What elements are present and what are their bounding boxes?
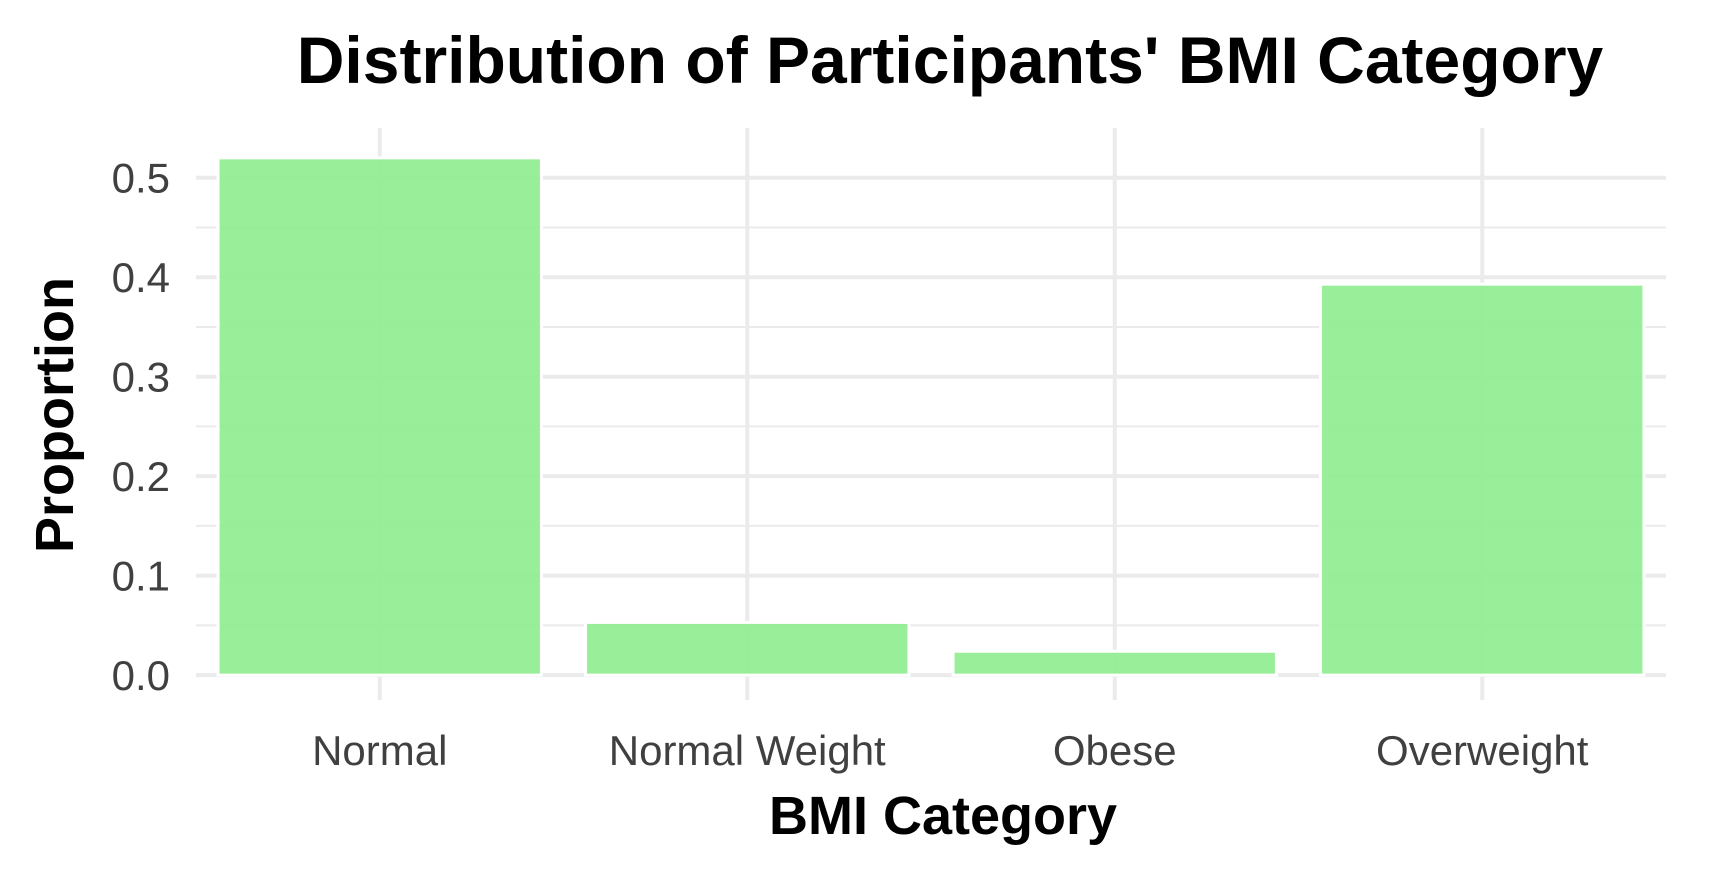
y-tick-label: 0.1 (112, 553, 170, 600)
bar-normal-weight (584, 620, 911, 677)
x-tick-label: Overweight (1376, 727, 1589, 774)
bar-overweight (1319, 282, 1646, 677)
bar-obese (951, 649, 1278, 677)
y-axis-tick-labels: 0.0 0.1 0.2 0.3 0.4 0.5 (112, 155, 170, 699)
bars (216, 156, 1646, 677)
x-tick-label: Obese (1053, 727, 1177, 774)
x-tick-label: Normal Weight (609, 727, 886, 774)
y-axis-title: Proportion (25, 277, 85, 553)
y-tick-label: 0.2 (112, 453, 170, 500)
x-tick-label: Normal (312, 727, 447, 774)
y-tick-label: 0.4 (112, 254, 170, 301)
y-tick-label: 0.3 (112, 354, 170, 401)
x-axis-title: BMI Category (769, 786, 1117, 846)
y-tick-label: 0.0 (112, 652, 170, 699)
x-axis-tick-labels: Normal Normal Weight Obese Overweight (312, 727, 1589, 774)
y-tick-label: 0.5 (112, 155, 170, 202)
bar-normal (216, 156, 543, 677)
chart-title: Distribution of Participants' BMI Catego… (297, 23, 1604, 97)
